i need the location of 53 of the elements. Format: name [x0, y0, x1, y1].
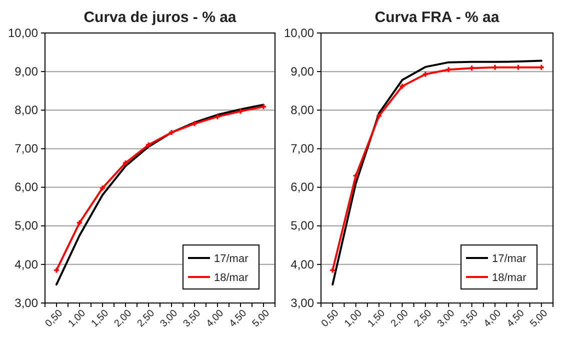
- y-tick-label: 10,00: [284, 26, 314, 40]
- x-tick-label: 4,00: [482, 308, 504, 330]
- y-tick-label: 3,00: [290, 296, 314, 310]
- y-tick-label: 6,00: [14, 180, 38, 194]
- y-tick-label: 10,00: [8, 26, 38, 40]
- point: [516, 64, 521, 70]
- point: [214, 114, 220, 120]
- legend-label: 18/mar: [492, 272, 527, 284]
- y-tick-label: 7,00: [14, 142, 38, 156]
- y-tick-label: 9,00: [290, 64, 314, 78]
- point: [330, 268, 336, 273]
- x-tick-label: 3,50: [458, 308, 481, 330]
- point: [353, 173, 358, 178]
- x-tick-label: 4,00: [204, 308, 226, 330]
- point: [260, 104, 266, 110]
- x-tick-label: 0,50: [43, 308, 66, 330]
- y-tick-label: 4,00: [14, 257, 38, 272]
- y-tick-label: 3,00: [14, 296, 38, 310]
- point: [76, 220, 82, 226]
- point: [146, 142, 152, 148]
- x-tick-label: 3,50: [181, 308, 204, 330]
- x-tick-label: 4,50: [505, 308, 527, 330]
- point: [168, 130, 174, 136]
- point: [192, 121, 198, 126]
- point: [400, 84, 405, 89]
- point: [492, 64, 498, 70]
- y-tick-label: 9,00: [14, 64, 38, 78]
- point: [469, 66, 474, 71]
- x-tick-label: 3,00: [436, 308, 458, 330]
- y-tick-label: 7,00: [290, 142, 314, 156]
- point: [100, 186, 106, 191]
- y-tick-label: 5,00: [14, 218, 38, 233]
- x-tick-label: 3,00: [158, 308, 180, 330]
- x-tick-label: 0,50: [320, 308, 342, 330]
- legend-label: 18/mar: [214, 272, 249, 284]
- x-tick-label: 5,00: [528, 308, 550, 330]
- x-tick-label: 5,00: [250, 308, 272, 330]
- point: [122, 160, 128, 166]
- legend-label: 17/mar: [492, 253, 527, 265]
- point: [54, 268, 60, 273]
- y-tick-label: 6,00: [290, 180, 314, 194]
- y-tick-label: 8,00: [290, 102, 314, 117]
- y-tick-label: 8,00: [14, 102, 38, 117]
- chart-title: Curva de juros - % aa: [84, 9, 237, 26]
- point: [422, 72, 428, 77]
- y-tick-label: 4,00: [290, 257, 314, 272]
- point: [376, 113, 382, 118]
- point: [238, 108, 244, 114]
- point: [538, 64, 544, 70]
- y-tick-label: 5,00: [290, 218, 314, 233]
- chart-title: Curva FRA - % aa: [374, 9, 500, 26]
- legend-label: 17/mar: [214, 253, 249, 265]
- x-tick-label: 4,50: [227, 308, 250, 330]
